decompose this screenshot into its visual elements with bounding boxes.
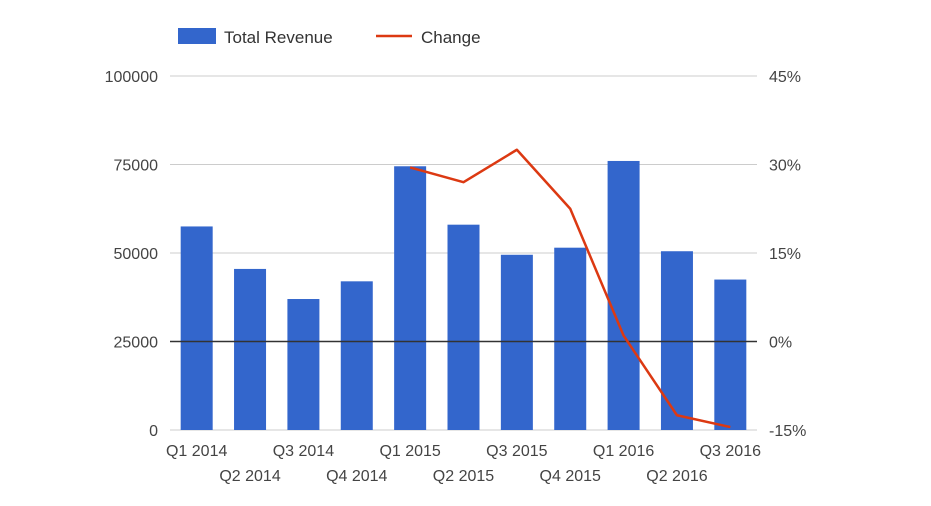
bar-series [180,160,747,430]
x-tick-label: Q3 2014 [273,443,334,460]
x-tick-label: Q3 2015 [486,443,547,460]
x-tick-label: Q2 2016 [646,468,707,485]
x-tick-label: Q1 2014 [166,443,227,460]
x-tick-label: Q1 2016 [593,443,654,460]
line-series [409,148,731,429]
left-tick-label: 25000 [114,335,159,352]
left-tick-label: 100000 [105,69,158,86]
legend-label-total-revenue: Total Revenue [224,28,333,47]
left-tick-label: 75000 [114,158,159,175]
bar [340,281,373,430]
x-tick-label: Q4 2014 [326,468,387,485]
bar [714,279,747,430]
left-tick-label: 0 [149,423,158,440]
bar [554,247,587,430]
x-tick-label: Q2 2015 [433,468,494,485]
legend-swatch-total-revenue [178,28,216,44]
x-tick-label: Q3 2016 [700,443,761,460]
x-tick-label: Q1 2015 [379,443,440,460]
bar [660,251,693,430]
right-tick-label: -15% [769,423,806,440]
bar [607,160,640,430]
bar [287,299,320,430]
bar [447,224,480,430]
left-axis-ticks: 0 25000 50000 75000 100000 [105,69,158,440]
right-tick-label: 30% [769,158,801,175]
right-axis-ticks: -15% 0% 15% 30% 45% [769,69,806,440]
right-tick-label: 15% [769,246,801,263]
x-tick-label: Q2 2014 [219,468,280,485]
right-tick-label: 45% [769,69,801,86]
bar [180,226,213,430]
x-tick-label: Q4 2015 [540,468,601,485]
bar [500,254,533,430]
legend: Total Revenue Change [178,28,481,47]
left-tick-label: 50000 [114,246,159,263]
legend-label-change: Change [421,28,481,47]
bar [394,166,427,430]
bar [234,268,267,430]
right-tick-label: 0% [769,335,792,352]
x-axis-ticks: Q1 2014 Q2 2014 Q3 2014 Q4 2014 Q1 2015 Q2 20… [166,443,761,485]
